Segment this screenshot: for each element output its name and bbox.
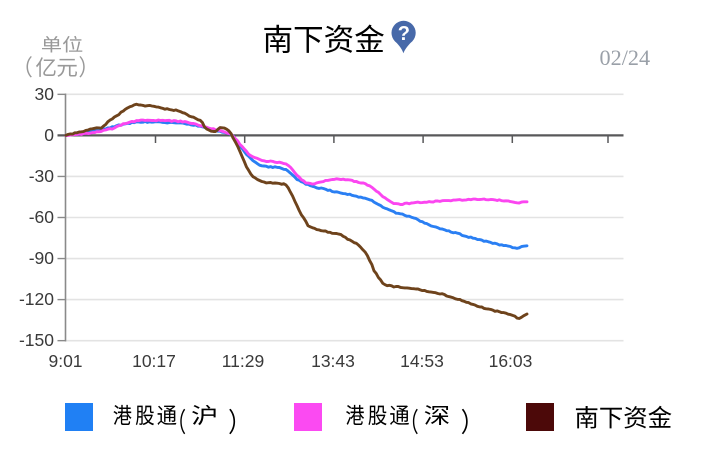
svg-text:?: ? (398, 23, 410, 45)
